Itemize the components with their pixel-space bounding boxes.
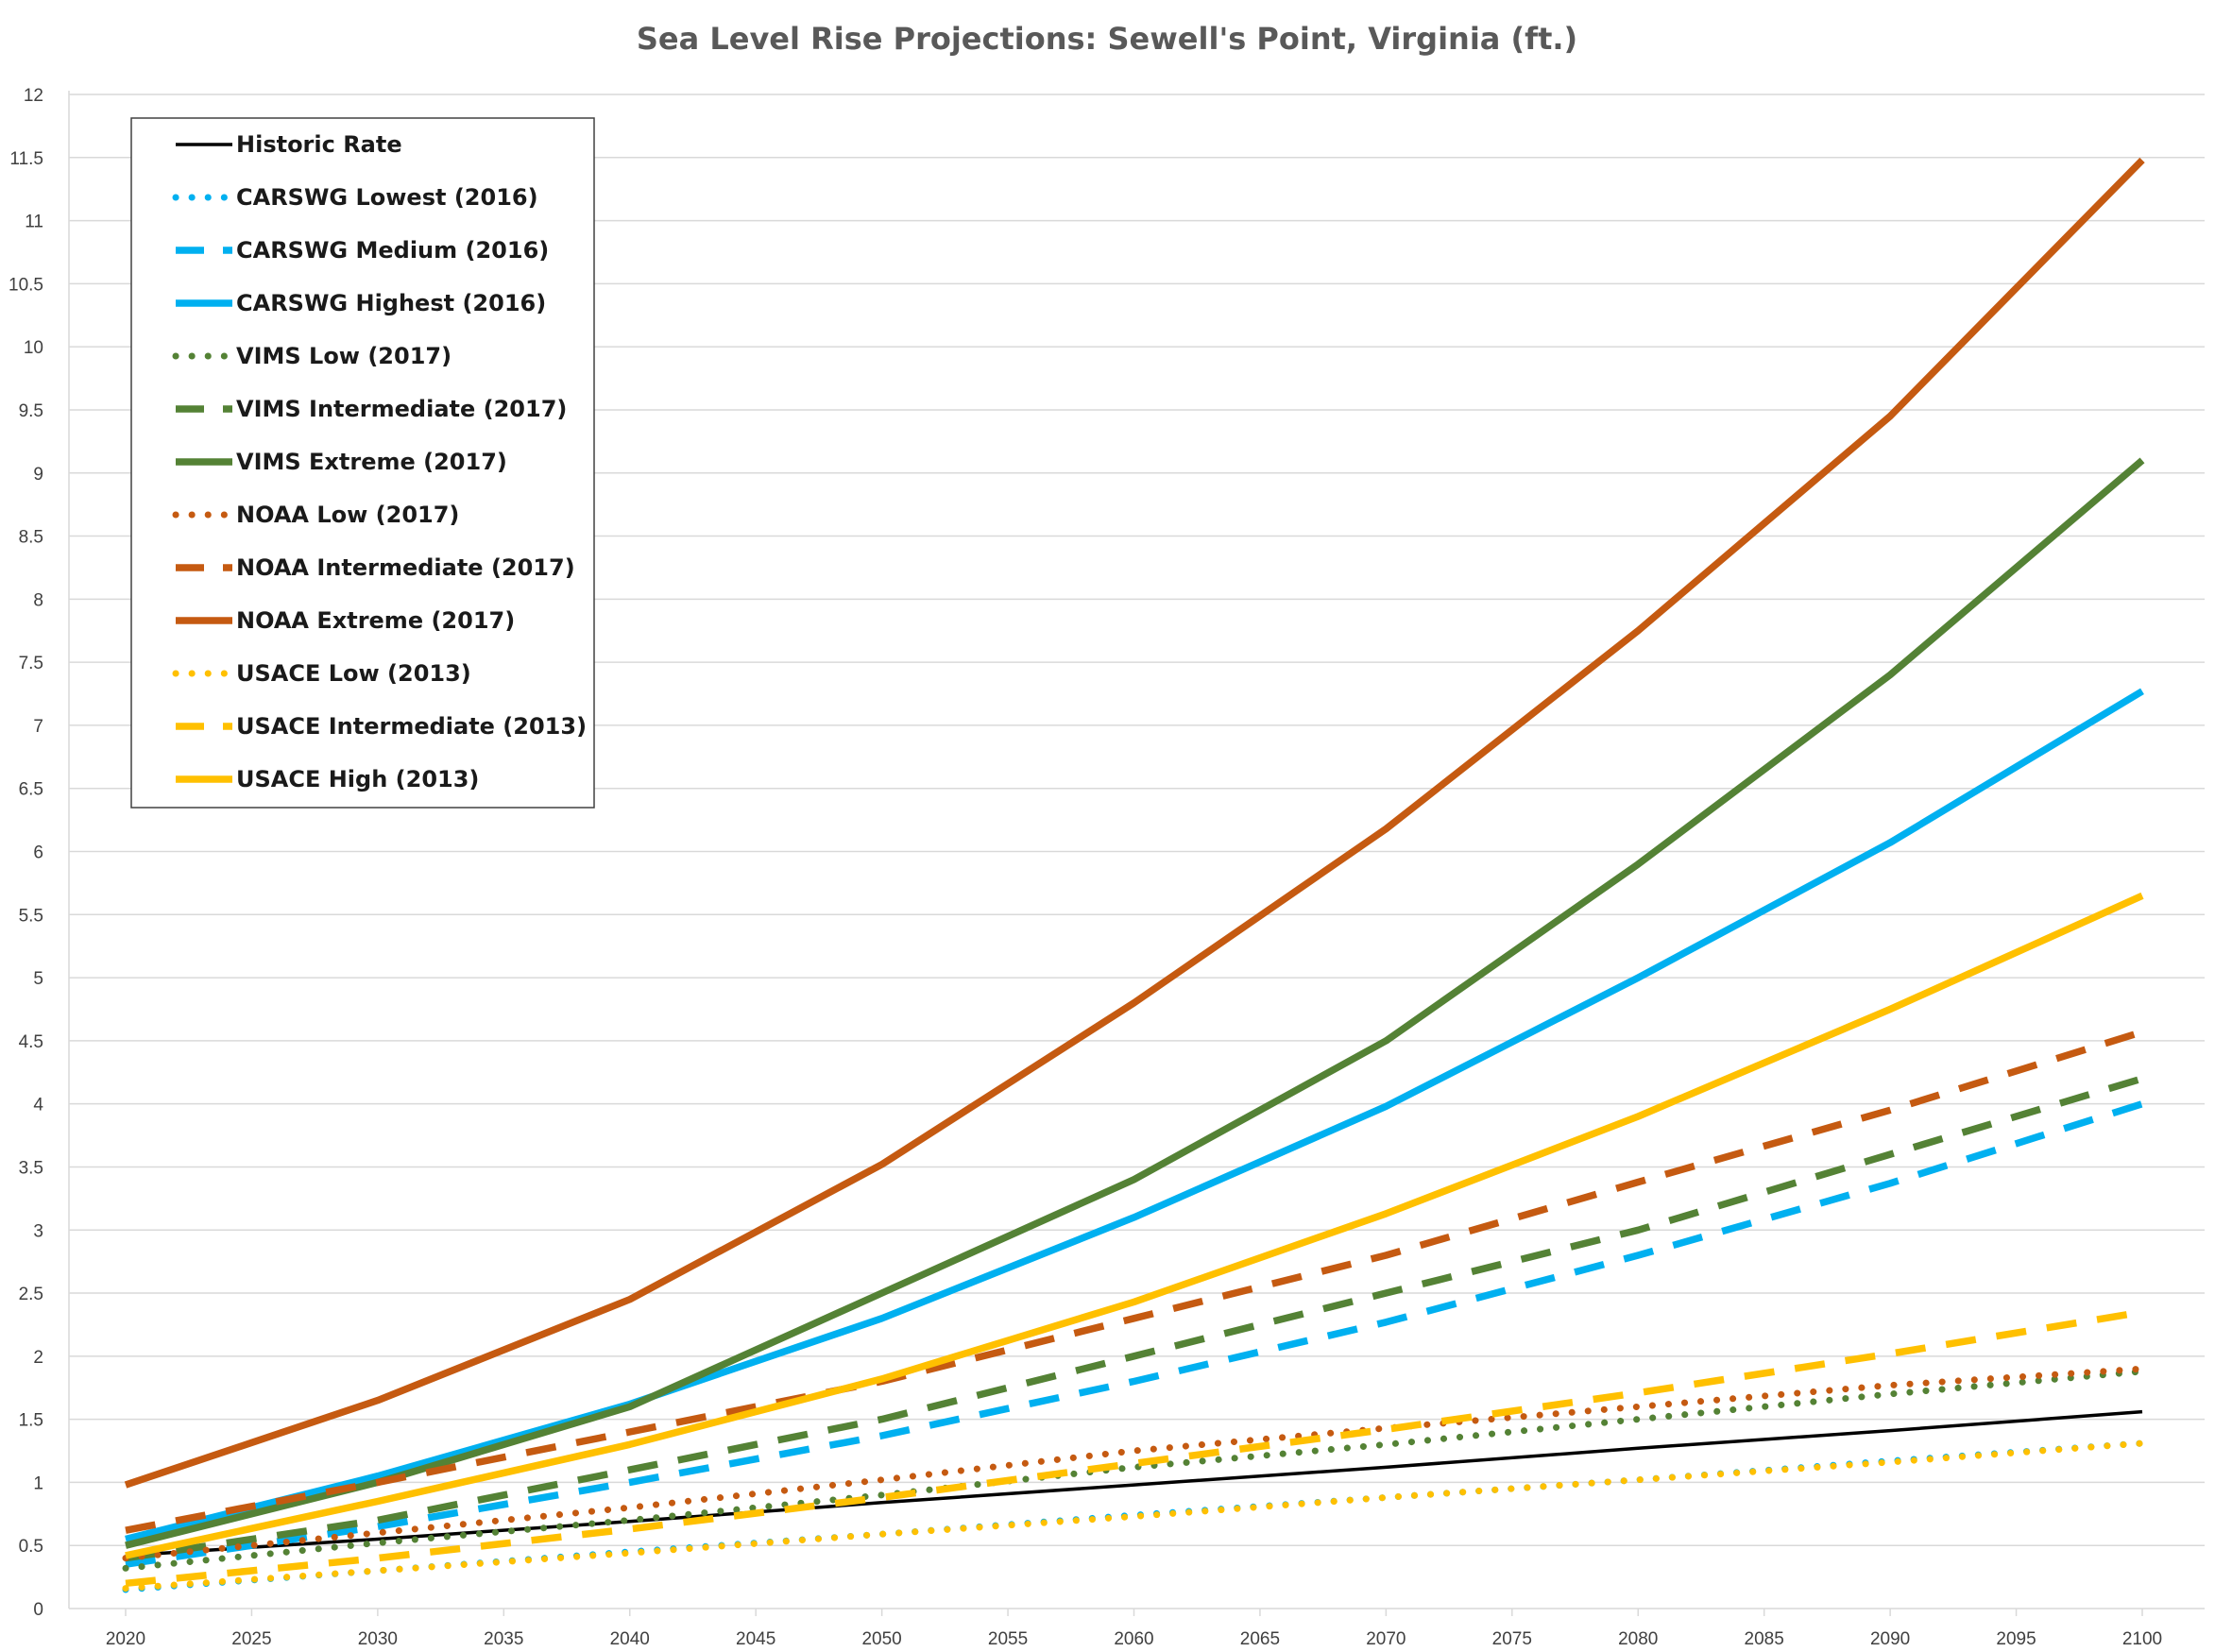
x-tick-label: 2100 (2122, 1629, 2162, 1649)
x-tick-label: 2055 (988, 1629, 1028, 1649)
legend-label-9: NOAA Extreme (2017) (236, 607, 515, 634)
tick-labels: 00.511.522.533.544.555.566.577.588.599.5… (9, 86, 2162, 1649)
y-tick-label: 11.5 (9, 149, 43, 169)
y-tick-label: 0.5 (19, 1537, 43, 1557)
series-line-10 (122, 1439, 2146, 1592)
x-tick-label: 2040 (610, 1629, 650, 1649)
series-line-5 (125, 1075, 2144, 1562)
x-tick-label: 2045 (736, 1629, 775, 1649)
axes (68, 91, 2205, 1616)
series-line-8 (125, 1028, 2144, 1534)
y-tick-label: 5.5 (19, 906, 43, 926)
legend-label-6: VIMS Extreme (2017) (236, 449, 507, 475)
x-tick-label: 2080 (1618, 1629, 1658, 1649)
legend-label-2: CARSWG Medium (2016) (236, 237, 549, 264)
legend-label-10: USACE Low (2013) (236, 660, 471, 687)
y-tick-label: 4.5 (19, 1032, 43, 1052)
legend-label-7: NOAA Low (2017) (236, 502, 459, 528)
x-tick-label: 2035 (484, 1629, 523, 1649)
y-tick-label: 11 (25, 213, 43, 232)
legend-label-0: Historic Rate (236, 131, 402, 158)
y-tick-label: 6 (33, 843, 43, 863)
series-line-4 (122, 1368, 2146, 1572)
y-tick-label: 8 (33, 590, 43, 610)
y-tick-label: 10.5 (9, 275, 43, 295)
x-tick-label: 2070 (1366, 1629, 1406, 1649)
chart-title: Sea Level Rise Projections: Sewell's Poi… (637, 21, 1577, 57)
y-tick-label: 7 (33, 717, 43, 737)
legend-label-1: CARSWG Lowest (2016) (236, 184, 538, 211)
x-tick-label: 2025 (231, 1629, 271, 1649)
y-tick-label: 8.5 (19, 528, 43, 548)
series-line-2 (125, 1100, 2144, 1568)
legend-label-3: CARSWG Highest (2016) (236, 290, 546, 316)
legend: Historic Rate CARSWG Lowest (2016) CARSWG … (130, 117, 595, 809)
series-line-6 (125, 457, 2145, 1549)
series-line-11 (125, 1308, 2143, 1588)
grid-lines (69, 94, 2205, 1546)
series-lines (122, 157, 2146, 1593)
legend-label-11: USACE Intermediate (2013) (236, 713, 587, 740)
legend-label-4: VIMS Low (2017) (236, 343, 452, 369)
y-tick-label: 3 (33, 1221, 43, 1241)
x-tick-label: 2095 (1996, 1629, 2036, 1649)
y-tick-label: 12 (24, 86, 43, 106)
x-tick-label: 2020 (106, 1629, 145, 1649)
y-tick-label: 3.5 (19, 1158, 43, 1178)
x-tick-label: 2030 (358, 1629, 398, 1649)
x-tick-label: 2085 (1745, 1629, 1784, 1649)
series-line-12 (125, 892, 2144, 1559)
y-tick-label: 0 (33, 1600, 43, 1620)
y-tick-label: 4 (33, 1096, 43, 1116)
x-tick-label: 2075 (1492, 1629, 1532, 1649)
y-tick-label: 10 (24, 338, 43, 358)
legend-label-12: USACE High (2013) (236, 766, 479, 792)
y-tick-label: 9.5 (19, 401, 43, 421)
y-tick-label: 2.5 (19, 1285, 43, 1304)
y-tick-label: 2 (33, 1348, 43, 1368)
legend-label-5: VIMS Intermediate (2017) (236, 396, 567, 422)
y-tick-label: 7.5 (19, 654, 43, 673)
x-tick-label: 2090 (1870, 1629, 1910, 1649)
x-tick-label: 2050 (861, 1629, 901, 1649)
series-line-3 (125, 688, 2144, 1543)
y-tick-label: 5 (33, 969, 43, 989)
y-tick-label: 9 (33, 465, 43, 485)
legend-label-8: NOAA Intermediate (2017) (236, 554, 575, 581)
y-tick-label: 6.5 (19, 780, 43, 800)
series-line-7 (122, 1365, 2146, 1562)
y-tick-label: 1.5 (19, 1411, 43, 1431)
y-tick-label: 1 (33, 1473, 43, 1493)
series-line-9 (124, 157, 2145, 1489)
x-tick-label: 2065 (1240, 1629, 1280, 1649)
x-tick-label: 2060 (1114, 1629, 1153, 1649)
series-line-0 (125, 1409, 2143, 1558)
